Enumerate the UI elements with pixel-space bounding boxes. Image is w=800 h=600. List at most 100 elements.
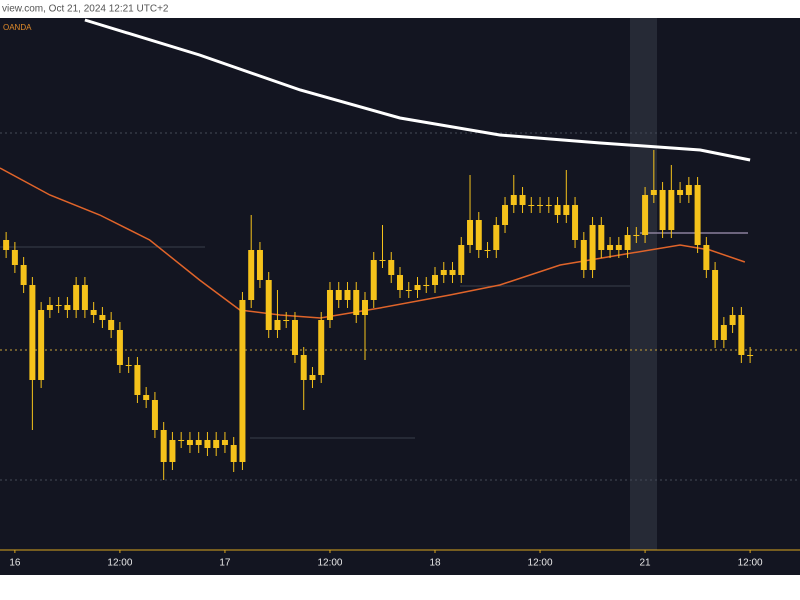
candle-body — [458, 245, 465, 275]
candle-body — [449, 270, 456, 275]
candle-body — [116, 330, 123, 365]
plot-area: 16 12:00 17 12:00 18 12:00 21 12:00 — [0, 18, 763, 569]
candle-body — [659, 190, 666, 230]
x-tick-label: 12:00 — [738, 558, 763, 569]
candle-body — [256, 250, 263, 280]
candle-body — [335, 290, 342, 300]
candle-body — [607, 245, 614, 250]
candle-body — [239, 300, 246, 462]
candle-body — [747, 355, 754, 356]
candle-body — [440, 270, 447, 275]
candle-body — [598, 225, 605, 250]
x-tick-label: 16 — [9, 558, 21, 569]
candle-body — [204, 440, 211, 448]
candle-body — [221, 440, 228, 445]
candle-body — [213, 440, 220, 448]
candle-body — [55, 305, 62, 306]
source-label: OANDA — [3, 23, 32, 32]
candle-body — [615, 245, 622, 250]
candle-body — [230, 445, 237, 462]
candle-body — [720, 325, 727, 340]
candle-body — [274, 320, 281, 330]
candle-body — [143, 395, 150, 400]
candle-body — [589, 225, 596, 270]
candle-body — [125, 365, 132, 366]
candle-body — [554, 205, 561, 215]
candle-body — [519, 195, 526, 205]
candle-body — [414, 285, 421, 290]
candle-body — [361, 300, 368, 315]
moving-average — [0, 167, 746, 319]
candle-body — [291, 320, 298, 355]
candle-body — [484, 250, 491, 251]
candle-body — [510, 195, 517, 205]
header-text: view.com, Oct 21, 2024 12:21 UTC+2 — [2, 4, 169, 15]
candle-body — [388, 260, 395, 275]
candle-body — [528, 205, 535, 206]
candle-body — [405, 290, 412, 291]
candle-body — [283, 320, 290, 321]
candle-body — [537, 205, 544, 206]
candle-body — [633, 235, 640, 236]
candle-body — [432, 275, 439, 285]
candle-body — [64, 305, 71, 310]
candle-body — [397, 275, 403, 290]
candle-body — [195, 440, 202, 445]
candle-body — [545, 205, 552, 206]
candle-body — [738, 315, 745, 355]
x-tick-label: 12:00 — [107, 558, 132, 569]
candle-body — [300, 355, 307, 380]
candle-body — [344, 290, 351, 300]
candle-body — [3, 240, 10, 250]
candle-body — [99, 315, 106, 320]
candle-body — [265, 280, 272, 330]
candle-body — [677, 190, 684, 195]
candle-body — [326, 290, 333, 320]
candle-body — [20, 265, 27, 285]
candle-body — [712, 270, 719, 340]
candle-body — [81, 285, 88, 310]
header-bar — [0, 0, 800, 18]
candle-body — [694, 185, 701, 245]
candle-body — [134, 365, 141, 395]
candle-body — [90, 310, 97, 315]
candle-body — [29, 285, 36, 380]
candle-body — [11, 250, 18, 265]
x-tick-label: 17 — [219, 558, 231, 569]
candle-body — [493, 225, 500, 250]
candle-body — [46, 305, 53, 310]
candle-body — [38, 310, 45, 380]
x-tick-label: 18 — [429, 558, 441, 569]
x-tick-label: 12:00 — [317, 558, 342, 569]
candle-body — [563, 205, 570, 215]
candle-body — [668, 190, 675, 230]
candle-body — [650, 190, 657, 195]
candle-body — [642, 195, 649, 235]
candle-body — [475, 220, 482, 250]
candle-body — [370, 260, 377, 300]
candle-body — [248, 250, 255, 300]
candle-body — [160, 430, 167, 462]
x-tick-label: 12:00 — [528, 558, 553, 569]
candle-body — [318, 320, 325, 375]
session-highlight — [630, 18, 657, 550]
candle-body — [729, 315, 736, 325]
candle-body — [169, 440, 176, 462]
candle-body — [572, 205, 579, 240]
candle-body — [178, 440, 185, 441]
x-tick-label: 21 — [640, 558, 652, 569]
candle-body — [624, 235, 631, 250]
candle-body — [703, 245, 710, 270]
candle-body — [502, 205, 509, 225]
candle-body — [186, 440, 193, 445]
moving-average — [84, 18, 751, 162]
candle-body — [353, 290, 360, 315]
candle-body — [685, 185, 692, 195]
candle-body — [580, 240, 587, 270]
candle-body — [309, 375, 316, 380]
candle-body — [423, 285, 430, 286]
candle-body — [151, 400, 158, 430]
candle-body — [73, 285, 80, 310]
candle-body — [467, 220, 474, 245]
